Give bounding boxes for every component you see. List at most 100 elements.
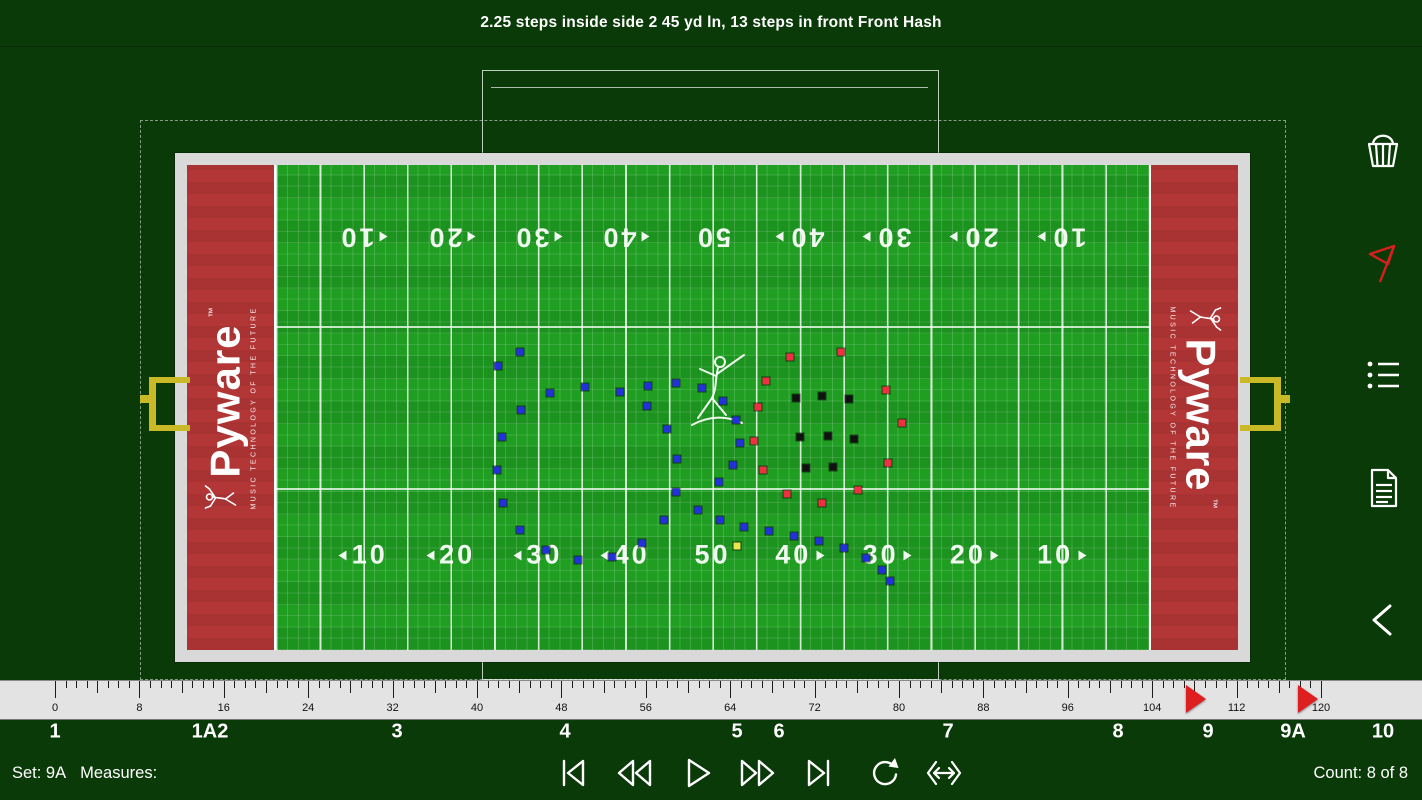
skip-to-start-button[interactable]: [550, 751, 594, 795]
set-marker[interactable]: 5: [731, 720, 743, 743]
performer-dot-black[interactable]: [850, 435, 858, 443]
set-marker[interactable]: 9A: [1280, 720, 1306, 743]
performer-dot-blue[interactable]: [672, 379, 680, 387]
ruler-tick: [993, 681, 995, 688]
performer-dot-blue[interactable]: [732, 416, 740, 424]
flag-tool-icon[interactable]: [1356, 236, 1410, 290]
set-marker[interactable]: 8: [1112, 720, 1124, 743]
performer-dot-blue[interactable]: [729, 461, 737, 469]
performer-dot-red[interactable]: [783, 490, 791, 498]
performer-dot-red[interactable]: [884, 459, 892, 467]
performer-dot-blue[interactable]: [815, 537, 823, 545]
set-marker[interactable]: 9: [1202, 720, 1214, 743]
set-marker[interactable]: 3: [391, 720, 403, 743]
performer-dot-blue[interactable]: [673, 455, 681, 463]
performer-dot-blue[interactable]: [494, 362, 502, 370]
performer-dot-blue[interactable]: [840, 544, 848, 552]
performer-dot-red[interactable]: [754, 403, 762, 411]
rewind-button[interactable]: [612, 751, 656, 795]
performer-dot-blue[interactable]: [546, 389, 554, 397]
collapse-panel-icon[interactable]: [1356, 592, 1410, 646]
props-basket-icon[interactable]: [1356, 122, 1410, 176]
performer-dot-blue[interactable]: [581, 383, 589, 391]
ruler-tick: [561, 681, 563, 698]
performer-dot-blue[interactable]: [638, 539, 646, 547]
performer-dot-blue[interactable]: [493, 466, 501, 474]
set-marker[interactable]: 4: [559, 720, 571, 743]
performer-dot-blue[interactable]: [716, 516, 724, 524]
performer-dot-black[interactable]: [829, 463, 837, 471]
performer-dot-black[interactable]: [792, 394, 800, 402]
skip-to-end-button[interactable]: [798, 751, 842, 795]
performer-dot-red[interactable]: [818, 499, 826, 507]
performer-dot-blue[interactable]: [672, 488, 680, 496]
performer-dot-blue[interactable]: [517, 406, 525, 414]
performer-dot-selected[interactable]: [733, 542, 741, 550]
field-viewport[interactable]: Pyware ™ MUSIC TECHNOLOGY OF THE FUTURE …: [0, 46, 1422, 680]
status-bar: 2.25 steps inside side 2 45 yd ln, 13 st…: [0, 0, 1422, 47]
list-icon[interactable]: [1356, 348, 1410, 402]
performer-dot-blue[interactable]: [660, 516, 668, 524]
set-marker[interactable]: 10: [1371, 720, 1395, 743]
performer-dot-red[interactable]: [837, 348, 845, 356]
performer-dot-black[interactable]: [818, 392, 826, 400]
count-label: 48: [555, 702, 568, 714]
ruler-tick: [920, 681, 922, 688]
performer-dot-blue[interactable]: [644, 382, 652, 390]
count-ruler[interactable]: 0 8 16 24 32 40 48 56 64 72 80 88 96 104 112 120: [0, 680, 1422, 720]
performer-dot-blue[interactable]: [499, 499, 507, 507]
performer-dot-black[interactable]: [796, 433, 804, 441]
fast-forward-button[interactable]: [736, 751, 780, 795]
ruler-tick: [498, 681, 500, 688]
set-track[interactable]: 1 1A2 3 4 5 6 7 8 9 9A 10: [0, 718, 1422, 746]
yard-number: 40: [775, 540, 825, 571]
set-marker[interactable]: 1: [49, 720, 61, 743]
performer-dot-blue[interactable]: [516, 348, 524, 356]
performer-dot-blue[interactable]: [616, 388, 624, 396]
performer-dot-red[interactable]: [759, 466, 767, 474]
performer-dot-blue[interactable]: [643, 402, 651, 410]
performer-dot-blue[interactable]: [719, 397, 727, 405]
performer-dot-blue[interactable]: [663, 425, 671, 433]
performer-dot-blue[interactable]: [736, 439, 744, 447]
notes-icon[interactable]: [1356, 460, 1410, 514]
ruler-tick: [107, 681, 109, 688]
performer-dot-black[interactable]: [845, 395, 853, 403]
performer-dot-blue[interactable]: [862, 554, 870, 562]
performer-dot-red[interactable]: [786, 353, 794, 361]
loop-button[interactable]: [860, 751, 904, 795]
performer-dot-blue[interactable]: [542, 546, 550, 554]
set-flag-marker[interactable]: [1298, 685, 1318, 713]
play-button[interactable]: [674, 751, 718, 795]
set-flag-marker[interactable]: [1186, 685, 1206, 713]
performer-dot-blue[interactable]: [608, 553, 616, 561]
performer-dot-blue[interactable]: [694, 506, 702, 514]
performer-dot-blue[interactable]: [790, 532, 798, 540]
performer-dot-red[interactable]: [762, 377, 770, 385]
performer-dot-red[interactable]: [882, 386, 890, 394]
performer-dot-blue[interactable]: [765, 527, 773, 535]
set-marker[interactable]: 7: [942, 720, 954, 743]
counts-range-button[interactable]: [922, 751, 966, 795]
performer-dot-black[interactable]: [824, 432, 832, 440]
performer-dot-red[interactable]: [750, 437, 758, 445]
performer-dot-red[interactable]: [854, 486, 862, 494]
performer-dot-blue[interactable]: [574, 556, 582, 564]
ruler-tick: [603, 681, 605, 693]
performer-dot-blue[interactable]: [698, 384, 706, 392]
performer-dot-black[interactable]: [802, 464, 810, 472]
performer-dot-blue[interactable]: [516, 526, 524, 534]
set-marker[interactable]: 1A2: [191, 720, 229, 743]
performer-dot-blue[interactable]: [498, 433, 506, 441]
performer-dot-red[interactable]: [898, 419, 906, 427]
performer-dot-blue[interactable]: [878, 566, 886, 574]
ruler-tick: [382, 681, 384, 688]
playing-field: 10 20 30 40 50 40 30 20 10 10 20 30 40 50 40 30 20 10: [274, 165, 1151, 650]
performer-dot-blue[interactable]: [740, 523, 748, 531]
count-label: 104: [1143, 702, 1162, 714]
set-marker[interactable]: 6: [773, 720, 785, 743]
performer-dot-blue[interactable]: [715, 478, 723, 486]
performer-dot-blue[interactable]: [886, 577, 894, 585]
ruler-tick: [804, 681, 806, 688]
ruler-tick: [1236, 681, 1238, 698]
